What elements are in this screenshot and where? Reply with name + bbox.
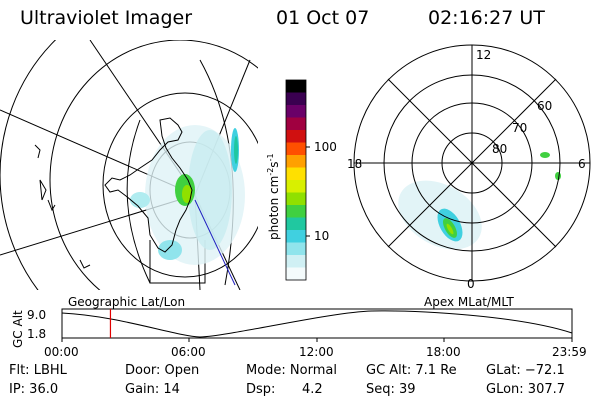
colorbar-tick-100: 100 — [314, 140, 337, 154]
left-map-label: Geographic Lat/Lon — [68, 295, 186, 309]
status-filter: Flt: LBHL — [9, 363, 67, 378]
status-mode: Mode: Normal — [246, 363, 337, 378]
orbit-ylabel: GC Alt — [11, 310, 25, 348]
colorbar-segment — [286, 217, 306, 231]
colorbar-segment — [286, 180, 306, 193]
colorbar-segment — [286, 80, 306, 93]
colorbar-segment — [286, 130, 306, 143]
orbit-xtick: 18:00 — [426, 345, 461, 359]
orbit-ymin: 1.8 — [27, 327, 47, 341]
right-map-label: Apex MLat/MLT — [424, 295, 514, 309]
status-seq: Seq: 39 — [366, 382, 416, 397]
mlat-label-60: 60 — [537, 99, 553, 113]
status-gain: Gain: 14 — [125, 382, 180, 397]
coastline — [34, 117, 193, 269]
time: 02:16:27 UT — [428, 7, 545, 29]
right-aurora — [398, 152, 561, 250]
colorbar-segment — [286, 255, 306, 268]
mlt-diag — [387, 78, 557, 248]
mlat-label-80: 80 — [492, 142, 508, 156]
colorbar-segment — [286, 230, 306, 243]
title: Ultraviolet Imager — [20, 7, 193, 29]
status-gc-alt: GC Alt: 7.1 Re — [366, 363, 457, 378]
colorbar-segment — [286, 155, 306, 168]
colorbar-segment — [286, 205, 306, 218]
colorbar-segment — [286, 192, 306, 206]
status-door: Door: Open — [125, 363, 200, 378]
orbit-xtick: 06:00 — [171, 345, 206, 359]
left-aurora — [130, 125, 245, 265]
orbit-xtick: 23:59 — [552, 345, 587, 359]
colorbar-segment — [286, 142, 306, 156]
mlt-label-12: 12 — [476, 48, 492, 62]
status-glon: GLon: 307.7 — [486, 382, 566, 397]
mlt-label-0: 0 — [467, 277, 475, 291]
mlt-label-18: 18 — [347, 157, 363, 171]
date: 01 Oct 07 — [276, 7, 370, 29]
lat-ring — [102, 92, 258, 278]
orbit-xtick: 12:00 — [299, 345, 334, 359]
status-dsp-label: Dsp: — [246, 382, 276, 397]
colorbar-segment — [286, 92, 306, 106]
status-ip: IP: 36.0 — [9, 382, 59, 397]
orbit-track — [194, 199, 236, 286]
colorbar-segment — [286, 267, 306, 281]
colorbar-segment — [286, 105, 306, 118]
orbit-xtick: 00:00 — [44, 345, 79, 359]
colorbar-tick-10: 10 — [314, 229, 330, 243]
status-glat: GLat: −72.1 — [486, 363, 565, 378]
status-dsp-value: 4.2 — [302, 382, 323, 397]
colorbar-segment — [286, 242, 306, 256]
limb-curve — [126, 119, 151, 284]
colorbar-segment — [286, 117, 306, 131]
mlat-label-70: 70 — [512, 121, 528, 135]
mlt-label-6: 6 — [578, 157, 586, 171]
colorbar-segment — [286, 167, 306, 181]
orbit-ymax: 9.0 — [27, 308, 47, 322]
lat-ring — [49, 40, 258, 290]
